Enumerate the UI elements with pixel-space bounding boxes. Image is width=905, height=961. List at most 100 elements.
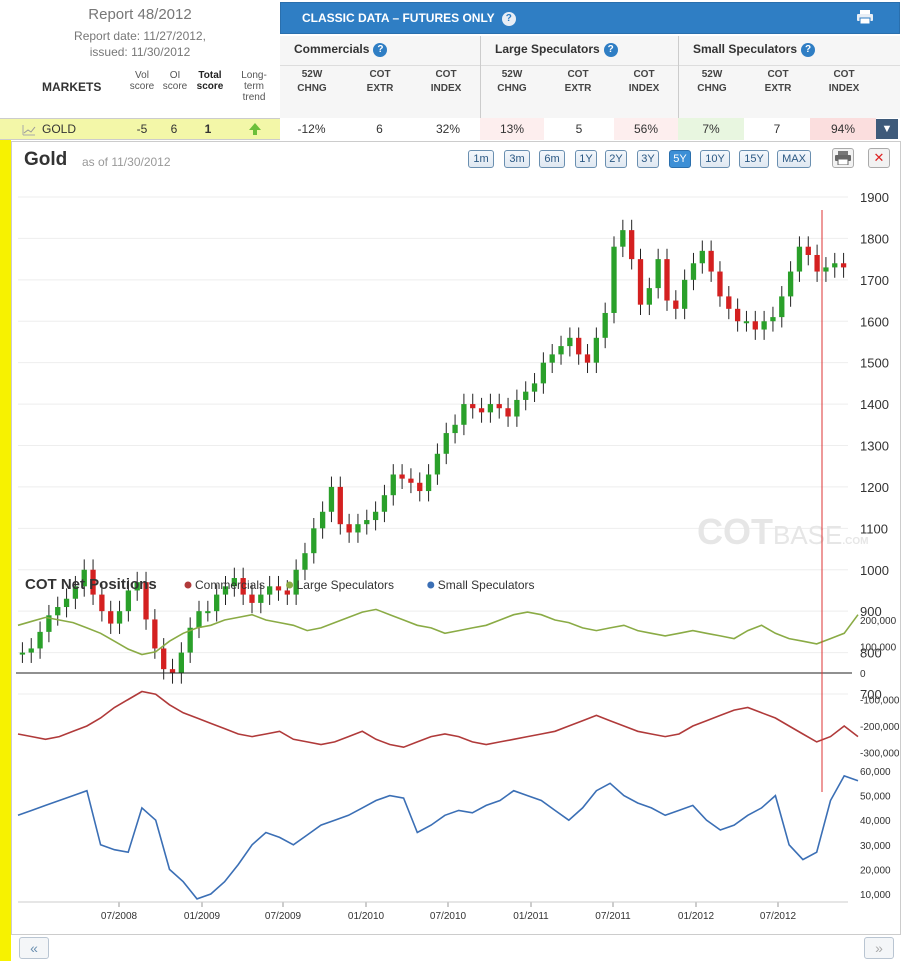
price-tick-label: 1500 (860, 356, 889, 371)
total-score-header: Total score (196, 70, 224, 92)
sspec-extr-header: COT EXTR (764, 69, 792, 94)
classic-data-bar (280, 2, 900, 34)
group-large-speculators: Large Speculators? (481, 36, 678, 66)
candle-body (275, 586, 282, 591)
print-chart-icon[interactable] (832, 148, 854, 168)
range-button-6m[interactable]: 6m (539, 150, 565, 168)
report-date: Report date: 11/27/2012, issued: 11/30/2… (0, 28, 280, 60)
range-button-3m[interactable]: 3m (504, 150, 530, 168)
candle-body (425, 474, 432, 492)
x-tick-label: 01/2012 (678, 911, 715, 922)
price-tick-label: 1000 (860, 563, 889, 578)
price-tick-label: 1700 (860, 273, 889, 288)
help-icon[interactable]: ? (603, 42, 618, 57)
candle-body (28, 648, 34, 653)
report-date-line1: Report date: 11/27/2012, (74, 29, 206, 43)
range-button-10y[interactable]: 10Y (700, 150, 730, 168)
range-button-5y[interactable]: 5Y (669, 150, 691, 168)
candle-body (761, 321, 767, 330)
candle-body (470, 404, 476, 409)
range-button-max[interactable]: MAX (777, 150, 811, 168)
lspec-chng-header: 52W CHNG (497, 69, 527, 94)
range-button-2y[interactable]: 2Y (605, 150, 627, 168)
chart-thumb-icon (22, 123, 36, 136)
cot-tick-label: 0 (860, 669, 866, 680)
close-icon[interactable]: ✕ (868, 148, 890, 168)
candle-body (19, 652, 26, 655)
small-spec-tick-label: 30,000 (860, 841, 891, 852)
candle-body (258, 594, 264, 603)
group-small-speculators-label: Small Speculators (693, 42, 798, 56)
legend-label: Commercials (195, 578, 265, 592)
comm-extr-header: COT EXTR (366, 69, 394, 94)
classic-data-title: CLASSIC DATA – FUTURES ONLY ? (302, 11, 516, 26)
next-button[interactable]: » (864, 937, 894, 959)
divider (480, 36, 481, 118)
sspec-extr: 7 (744, 118, 810, 140)
sspec-index-header: COT INDEX (828, 69, 860, 94)
candle-body (699, 250, 705, 264)
help-icon[interactable]: ? (373, 42, 388, 57)
candle-body (178, 652, 184, 674)
x-tick-label: 07/2009 (265, 911, 302, 922)
range-button-15y[interactable]: 15Y (739, 150, 769, 168)
candle-body (72, 586, 79, 599)
market-name[interactable]: GOLD (42, 122, 77, 136)
candle-body (417, 482, 423, 492)
candle-body (319, 511, 326, 529)
candle-body (37, 631, 43, 649)
chart-title: Gold (24, 149, 68, 170)
candle-body (690, 263, 697, 280)
candle-body (487, 404, 494, 413)
candle-body (496, 404, 502, 409)
market-row-gold[interactable] (0, 118, 280, 140)
group-commercials-label: Commercials (294, 42, 370, 56)
lspec-extr-header: COT EXTR (564, 69, 592, 94)
comm-index: 32% (416, 118, 480, 140)
candle-body (284, 590, 290, 595)
report-title: Report 48/2012 (88, 6, 192, 23)
comm-chng: -12% (280, 118, 343, 140)
x-tick-label: 01/2010 (348, 911, 385, 922)
candle-body (726, 296, 732, 309)
candle-body (620, 230, 626, 247)
candle-body (840, 263, 847, 268)
candle-body (240, 578, 246, 595)
price-tick-label: 1400 (860, 397, 889, 412)
candle-body (443, 433, 449, 454)
comm-chng-header: 52W CHNG (297, 69, 327, 94)
candle-body (99, 594, 105, 612)
small-spec-tick-label: 60,000 (860, 767, 891, 778)
small-spec-tick-label: 40,000 (860, 816, 891, 827)
small-spec-tick-label: 20,000 (860, 865, 891, 876)
oi-score: 6 (170, 122, 178, 136)
range-button-3y[interactable]: 3Y (637, 150, 659, 168)
help-icon[interactable]: ? (501, 11, 516, 26)
price-tick-label: 1900 (860, 190, 889, 205)
range-button-1m[interactable]: 1m (468, 150, 494, 168)
candle-body (222, 586, 229, 595)
candle-body (161, 648, 167, 670)
candle-body (55, 607, 61, 616)
print-icon[interactable] (857, 10, 873, 25)
prev-button[interactable]: « (19, 937, 49, 959)
series-line-commercials (17, 690, 859, 749)
help-icon[interactable]: ? (801, 42, 816, 57)
watermark: COTBASE.COM (697, 511, 868, 552)
candle-body (717, 271, 723, 297)
range-button-1y[interactable]: 1Y (575, 150, 597, 168)
x-tick-label: 07/2008 (101, 911, 138, 922)
candle-body (514, 399, 520, 417)
candle-body (832, 263, 838, 268)
vol-score-header: Vol score (129, 70, 155, 92)
candle-body (302, 553, 308, 570)
candle-body (337, 486, 343, 525)
candle-body (646, 288, 652, 305)
price-tick-label: 1200 (860, 480, 889, 495)
expand-chevron-icon[interactable]: ▼ (876, 119, 898, 139)
candle-body (399, 474, 405, 479)
x-tick-label: 07/2011 (595, 911, 631, 922)
trend-header: Long-term trend (241, 70, 267, 103)
candle-body (267, 586, 273, 595)
candle-body (743, 321, 750, 324)
